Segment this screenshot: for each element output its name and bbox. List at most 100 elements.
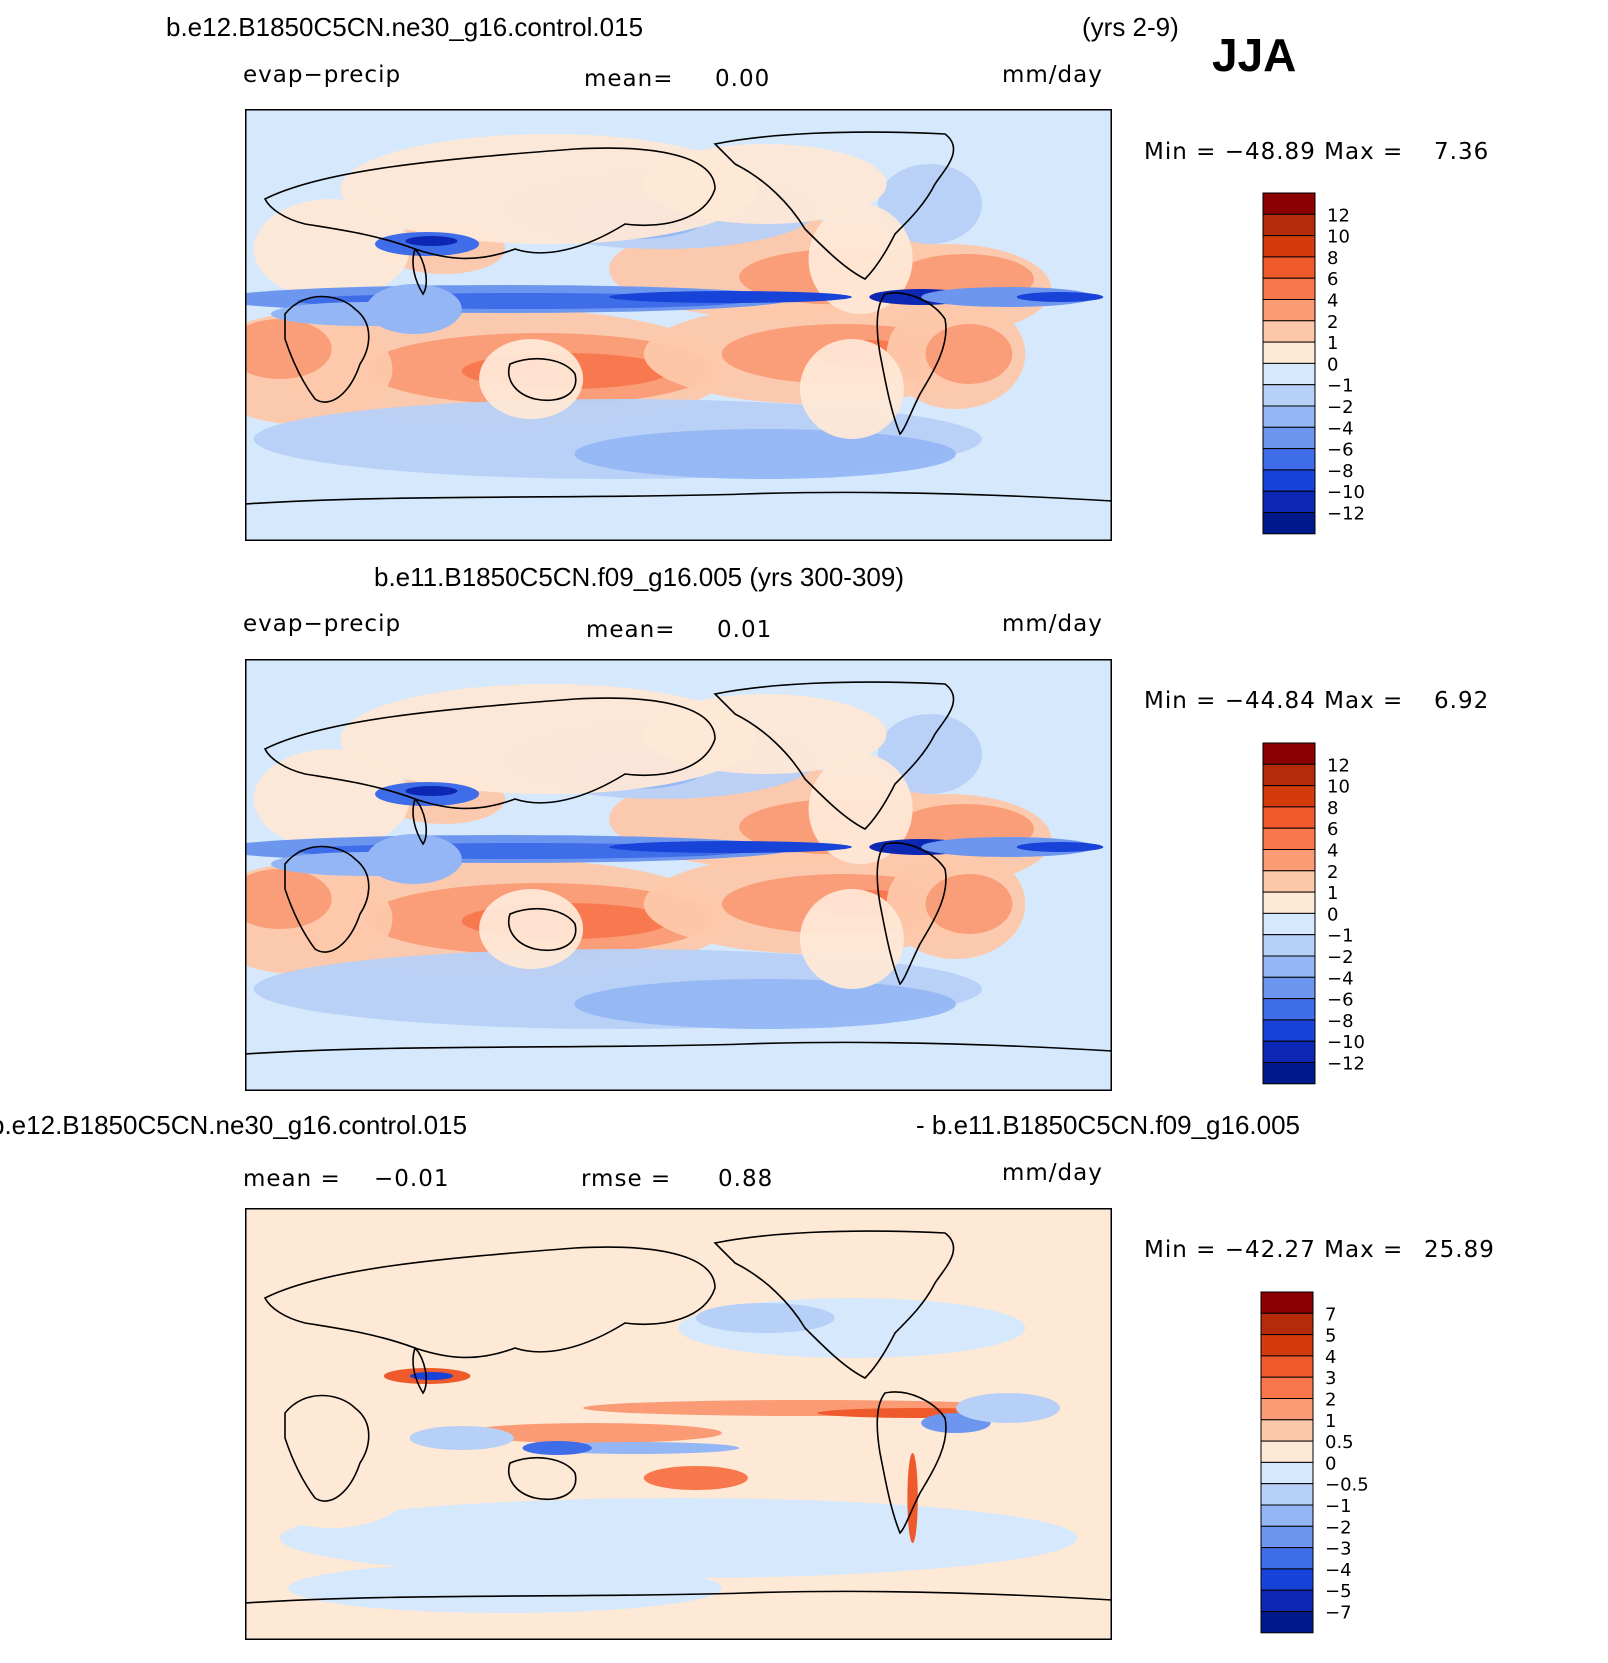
panel3-colorbar: 7 5 4 3 2 1 0.5 0 −0.5 −1 −2 −3 −4 −5 −7: [1260, 1291, 1400, 1634]
colorbar-box: [1262, 806, 1316, 829]
colorbar-box: [1262, 870, 1316, 893]
colorbar-box: [1260, 1461, 1314, 1485]
colorbar-tick-label: −4: [1327, 418, 1354, 439]
field-region: [574, 979, 956, 1029]
panel2-max-value: 6.92: [1434, 688, 1490, 714]
colorbar-box: [1260, 1376, 1314, 1399]
field-region: [808, 204, 913, 314]
colorbar-tick-label: 12: [1327, 205, 1350, 226]
colorbar-box: [1260, 1334, 1314, 1357]
coastline: [284, 845, 370, 953]
field-region: [409, 1372, 454, 1380]
colorbar-box: [1262, 341, 1316, 364]
panel3-units: mm/day: [1002, 1160, 1103, 1186]
colorbar-box: [1262, 998, 1316, 1021]
colorbar-box: [1262, 256, 1316, 279]
colorbar-tick-label: 2: [1327, 862, 1338, 883]
colorbar-tick-label: 4: [1327, 291, 1338, 312]
colorbar-tick-label: −1: [1327, 376, 1354, 397]
colorbar-box: [1260, 1568, 1314, 1591]
field-region: [253, 1448, 410, 1528]
colorbar-box: [1262, 891, 1316, 914]
coastline: [284, 295, 370, 403]
colorbar-box: [1260, 1440, 1314, 1463]
colorbar-box: [1260, 1312, 1314, 1336]
coastline: [876, 1391, 947, 1535]
colorbar-box: [1262, 448, 1316, 471]
colorbar-box: [1262, 320, 1316, 343]
field-region: [271, 302, 462, 326]
colorbar-box: [1262, 299, 1316, 322]
colorbar-box: [1262, 742, 1316, 765]
panel1-min-max-label: Min = −48.89 Max =: [1144, 139, 1404, 165]
field-region: [1016, 292, 1104, 302]
colorbar-tick-label: −12: [1327, 1054, 1365, 1075]
field-region: [799, 339, 904, 439]
panel2-mean-label: mean=: [586, 617, 676, 643]
colorbar-tick-label: −10: [1327, 482, 1365, 503]
colorbar-box: [1260, 1483, 1314, 1506]
coastline: [263, 697, 716, 810]
field-region: [1016, 842, 1104, 852]
panel3-min-max-label: Min = −42.27 Max =: [1144, 1237, 1404, 1263]
colorbar-tick-label: −0.5: [1325, 1475, 1369, 1496]
panel1-variable: evap−precip: [243, 62, 402, 88]
field-region: [461, 1423, 722, 1443]
colorbar-box: [1262, 384, 1316, 407]
field-region: [695, 1303, 835, 1333]
coastline: [412, 247, 427, 296]
field-region: [253, 749, 410, 849]
map-frame: [245, 659, 1112, 1091]
colorbar-box: [1262, 934, 1316, 957]
colorbar-box: [1260, 1547, 1314, 1570]
colorbar-tick-label: −2: [1327, 947, 1354, 968]
coastline: [263, 147, 716, 260]
colorbar-box: [1260, 1611, 1314, 1634]
field-region: [405, 236, 458, 246]
colorbar-box: [1262, 213, 1316, 237]
colorbar-tick-label: 8: [1327, 798, 1338, 819]
coastline: [876, 842, 947, 986]
field-region: [340, 684, 757, 794]
colorbar-tick-label: 6: [1327, 819, 1338, 840]
colorbar-box: [1260, 1419, 1314, 1442]
colorbar-tick-label: −6: [1327, 990, 1354, 1011]
panel3-mean-label: mean =: [243, 1166, 341, 1192]
colorbar-tick-label: −3: [1325, 1539, 1352, 1560]
coastline: [713, 681, 955, 830]
coastline: [508, 1457, 577, 1500]
colorbar-tick-label: 0: [1327, 904, 1338, 925]
colorbar-box: [1262, 512, 1316, 535]
colorbar-box: [1262, 763, 1316, 787]
colorbar-tick-label: −4: [1325, 1560, 1352, 1581]
panel2-min-max-label: Min = −44.84 Max =: [1144, 688, 1404, 714]
field-region: [522, 1441, 592, 1455]
field-region: [609, 291, 852, 303]
coastline: [713, 1230, 955, 1379]
panel2-units: mm/day: [1002, 611, 1103, 637]
colorbar-box: [1260, 1589, 1314, 1613]
field-region: [479, 339, 584, 419]
colorbar-box: [1262, 405, 1316, 428]
colorbar-tick-label: 8: [1327, 248, 1338, 269]
coastline: [713, 131, 955, 280]
panel3-rmse-label: rmse =: [581, 1166, 672, 1192]
colorbar-box: [1262, 955, 1316, 978]
colorbar-tick-label: 1: [1327, 333, 1338, 354]
field-region: [409, 1426, 514, 1450]
coastline: [263, 1246, 716, 1359]
map-frame: [245, 1208, 1112, 1640]
colorbar-tick-label: −8: [1327, 1011, 1354, 1032]
colorbar-tick-label: 1: [1327, 883, 1338, 904]
colorbar-box: [1262, 362, 1316, 386]
field-region: [921, 287, 1095, 307]
field-region: [799, 889, 904, 989]
colorbar-tick-label: 4: [1327, 841, 1338, 862]
colorbar-tick-label: −4: [1327, 968, 1354, 989]
colorbar-box: [1262, 827, 1316, 850]
colorbar-tick-label: −1: [1327, 926, 1354, 947]
colorbar-tick-label: 3: [1325, 1368, 1336, 1389]
panel1-mean-label: mean=: [584, 66, 674, 92]
colorbar-tick-label: 10: [1327, 777, 1350, 798]
panel2-colorbar: 12 10 8 6 4 2 1 0 −1 −2 −4 −6 −8 −10 −12: [1262, 742, 1402, 1085]
